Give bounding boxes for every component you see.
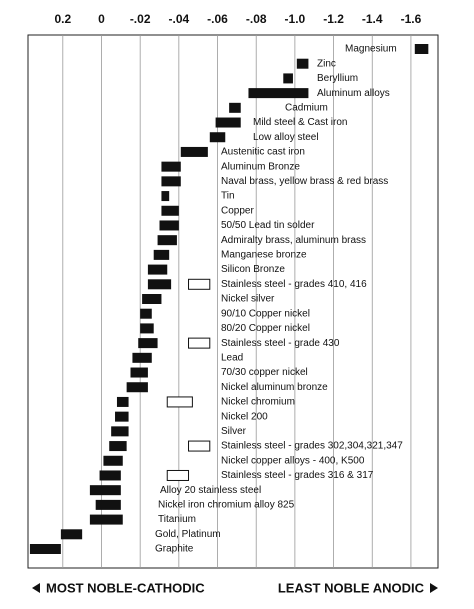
- x-tick-label: -1.4: [362, 12, 383, 26]
- passive-range-bar: [188, 337, 211, 349]
- range-bar: [161, 205, 179, 216]
- row-label: Stainless steel - grades 302,304,321,347: [221, 441, 403, 452]
- range-bar: [296, 58, 309, 69]
- row-label: Magnesium: [345, 44, 397, 55]
- x-tick-label: -1.0: [285, 12, 306, 26]
- x-tick-label: -1.2: [323, 12, 344, 26]
- range-bar: [126, 382, 148, 393]
- row-label: Manganese bronze: [221, 250, 307, 261]
- range-bar: [60, 529, 83, 540]
- row-label: Nickel 200: [221, 411, 268, 422]
- footer-left: MOST NOBLE-CATHODIC: [46, 580, 205, 595]
- range-bar: [147, 279, 172, 290]
- range-bar: [159, 220, 179, 231]
- row-label: Admiralty brass, aluminum brass: [221, 235, 366, 246]
- passive-range-bar: [188, 440, 211, 452]
- range-bar: [140, 308, 152, 319]
- row-label: Austenitic cast iron: [221, 147, 305, 158]
- plot-frame: [27, 34, 439, 569]
- row-label: Stainless steel - grades 316 & 317: [221, 470, 374, 481]
- range-bar: [229, 102, 241, 113]
- range-bar: [157, 235, 177, 246]
- row-label: Cadmium: [285, 102, 328, 113]
- footer-right: LEAST NOBLE ANODIC: [278, 580, 425, 595]
- range-bar: [115, 411, 129, 422]
- range-bar: [161, 176, 181, 187]
- row-label: Silicon Bronze: [221, 264, 285, 275]
- row-label: Lead: [221, 352, 243, 363]
- x-tick-label: -1.6: [401, 12, 422, 26]
- range-bar: [109, 441, 127, 452]
- range-bar: [140, 323, 154, 334]
- passive-range-bar: [188, 278, 211, 290]
- row-label: Nickel copper alloys - 400, K500: [221, 455, 365, 466]
- row-label: Naval brass, yellow brass & red brass: [221, 176, 388, 187]
- row-label: Graphite: [155, 544, 194, 555]
- row-label: Nickel iron chromium alloy 825: [158, 500, 295, 511]
- range-bar: [283, 73, 293, 84]
- right-arrow: [430, 583, 438, 593]
- row-label: Mild steel & Cast iron: [253, 117, 347, 128]
- range-bar: [99, 470, 121, 481]
- row-label: Stainless steel - grades 410, 416: [221, 279, 367, 290]
- x-tick-label: -.02: [130, 12, 151, 26]
- row-label: Aluminum Bronze: [221, 161, 300, 172]
- range-bar: [138, 338, 158, 349]
- passive-range-bar: [166, 469, 190, 481]
- x-tick-label: -.08: [246, 12, 267, 26]
- range-bar: [111, 426, 129, 437]
- row-label: Stainless steel - grade 430: [221, 338, 340, 349]
- row-label: Aluminum alloys: [317, 88, 390, 99]
- range-bar: [180, 146, 208, 157]
- row-label: Titanium: [158, 514, 196, 525]
- x-tick-label: 0: [98, 12, 105, 26]
- row-label: 70/30 copper nickel: [221, 367, 308, 378]
- range-bar: [95, 499, 121, 510]
- x-tick-label: -.04: [169, 12, 190, 26]
- range-bar: [142, 294, 162, 304]
- row-label: 50/50 Lead tin solder: [221, 220, 315, 231]
- range-bar: [103, 455, 123, 466]
- range-bar: [130, 367, 148, 378]
- row-label: 90/10 Copper nickel: [221, 308, 310, 319]
- range-bar: [209, 132, 226, 143]
- range-bar: [153, 249, 170, 260]
- row-label: Copper: [221, 205, 254, 216]
- x-tick-label: -.06: [207, 12, 228, 26]
- range-bar: [215, 117, 241, 128]
- range-bar: [89, 485, 121, 496]
- row-label: Beryllium: [317, 73, 358, 84]
- left-arrow: [32, 583, 40, 593]
- row-label: Alloy 20 stainless steel: [160, 485, 261, 496]
- range-bar: [132, 352, 152, 363]
- range-bar: [116, 396, 129, 407]
- row-label: Tin: [221, 191, 235, 202]
- range-bar: [89, 514, 123, 525]
- range-bar: [414, 44, 429, 54]
- passive-range-bar: [166, 396, 193, 408]
- row-label: Silver: [221, 426, 247, 437]
- row-label: Low alloy steel: [253, 132, 319, 143]
- range-bar: [147, 264, 168, 275]
- row-label: 80/20 Copper nickel: [221, 323, 310, 334]
- range-bar: [161, 161, 181, 172]
- range-bar: [161, 191, 170, 202]
- x-tick-label: 0.2: [54, 12, 71, 26]
- row-label: Zinc: [317, 58, 336, 69]
- row-label: Gold, Platinum: [155, 529, 221, 540]
- range-bar: [248, 88, 309, 99]
- range-bar: [29, 544, 61, 554]
- row-label: Nickel silver: [221, 294, 275, 305]
- row-label: Nickel chromium: [221, 397, 295, 408]
- row-label: Nickel aluminum bronze: [221, 382, 328, 393]
